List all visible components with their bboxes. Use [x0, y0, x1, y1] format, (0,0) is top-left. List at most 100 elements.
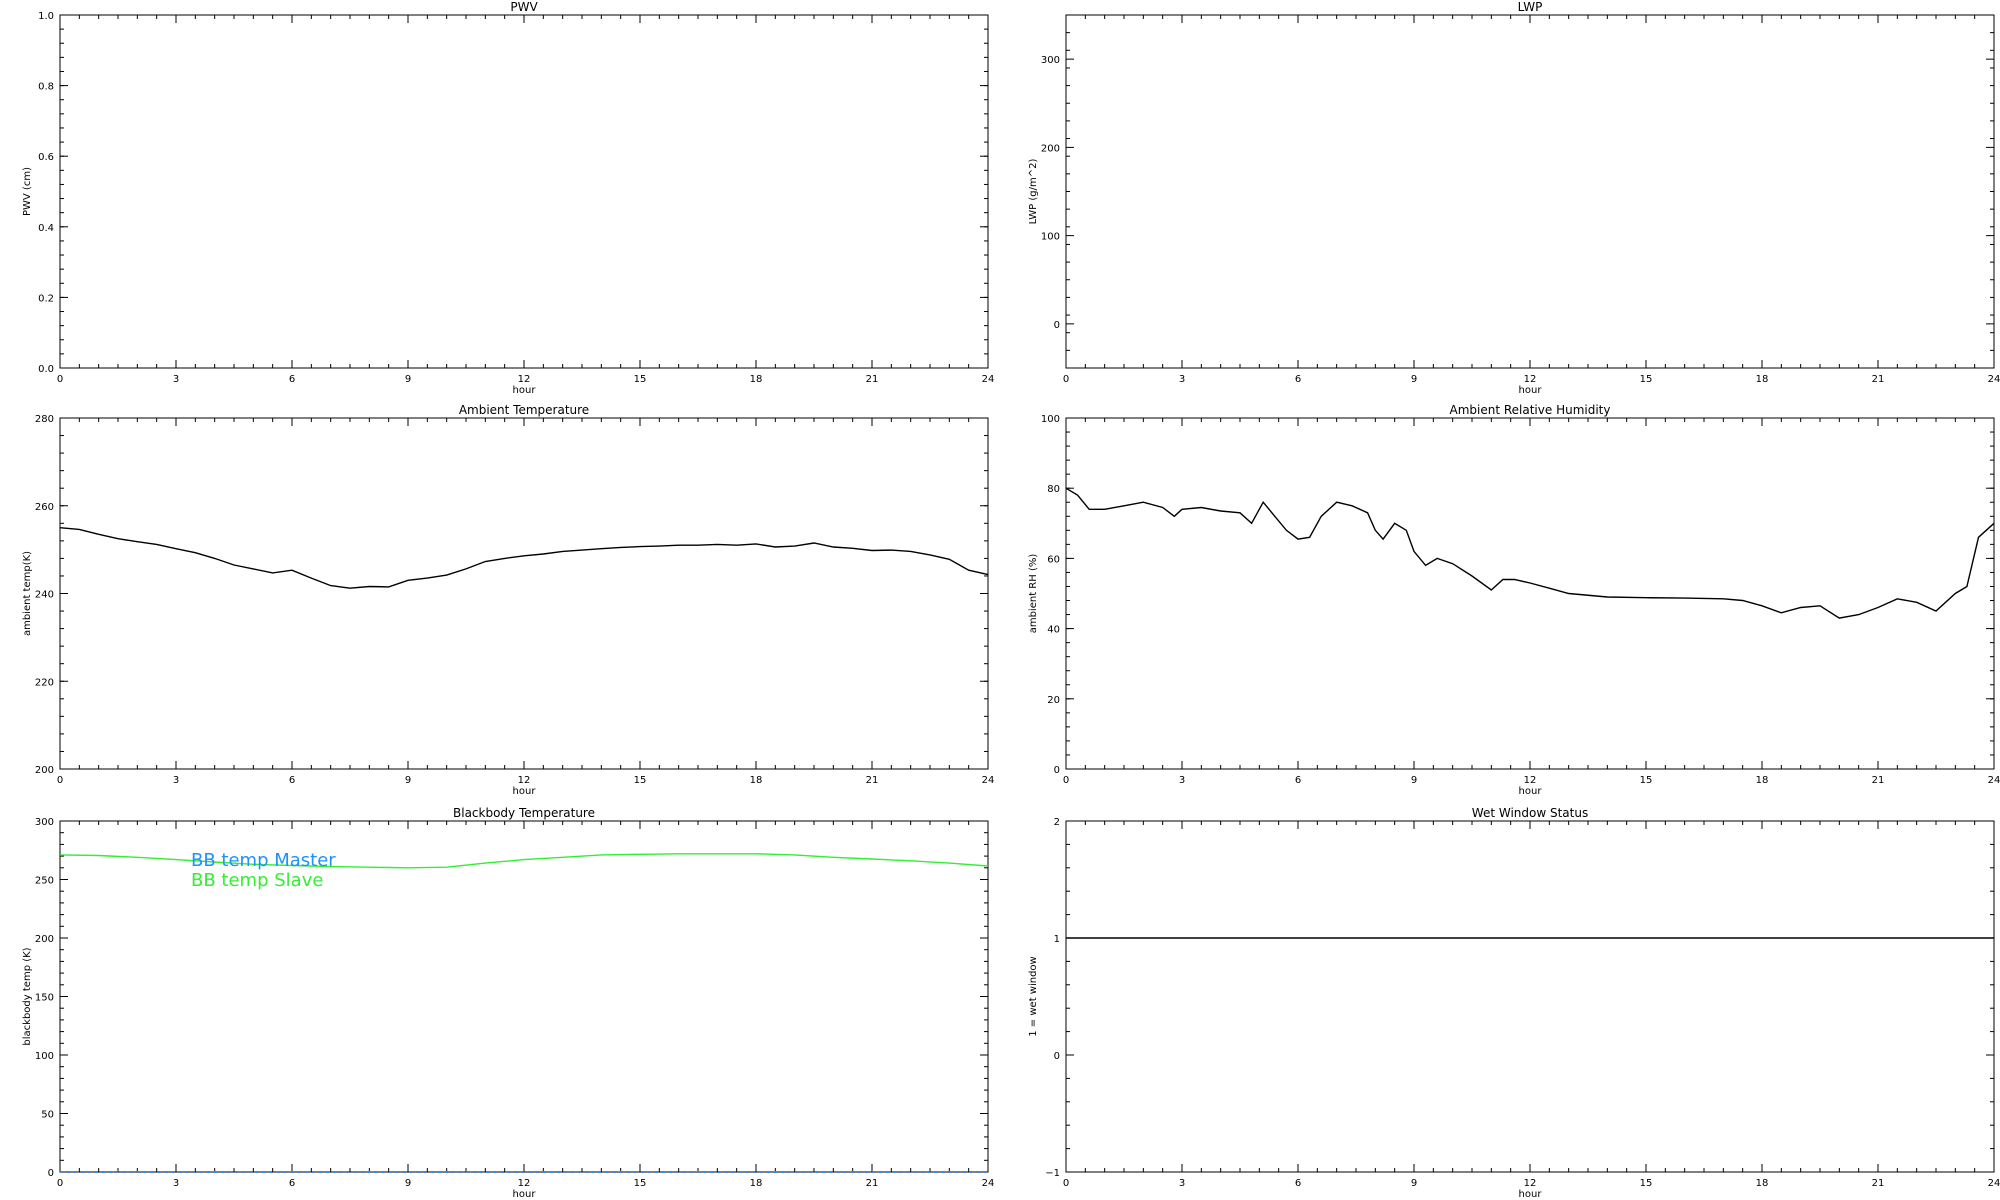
y-tick-label: 100 [1041, 232, 1060, 243]
y-tick-label: 220 [35, 677, 54, 688]
y-tick-label: 20 [1047, 695, 1060, 706]
x-tick-label: 21 [866, 374, 879, 385]
chart-panel: LWP 0 3 6 9 12 15 18 21 24 hour 0 100 200 300 LWP (g/m^… [1028, 0, 2000, 396]
y-tick-label: 200 [1041, 143, 1060, 154]
plot-frame [59, 14, 989, 369]
y-tick-label: 100 [1041, 414, 1060, 425]
y-tick-label: 0.8 [38, 82, 54, 93]
y-tick-label: 2 [1054, 817, 1060, 828]
x-tick-label: 21 [866, 775, 879, 786]
x-tick-label: 6 [1295, 775, 1301, 786]
x-tick-label: 21 [1872, 374, 1885, 385]
x-tick-label: 15 [1640, 775, 1653, 786]
chart-title: Blackbody Temperature [453, 806, 595, 820]
y-tick-label: 100 [35, 1051, 54, 1062]
legend-entry: BB temp Master [191, 850, 336, 871]
series-line [59, 853, 989, 869]
y-tick-label: 0 [48, 1168, 54, 1179]
x-tick-label: 12 [518, 374, 531, 385]
plot-frame [59, 417, 989, 770]
x-tick-label: 15 [634, 775, 647, 786]
x-tick-label: 15 [1640, 374, 1653, 385]
x-axis-label: hour [513, 786, 537, 797]
x-tick-label: 6 [289, 1178, 295, 1189]
x-tick-label: 24 [1988, 1178, 2000, 1189]
x-tick-label: 3 [1179, 1178, 1185, 1189]
y-tick-label: 80 [1047, 484, 1060, 495]
y-tick-label: 0 [1054, 1051, 1060, 1062]
x-tick-label: 6 [289, 374, 295, 385]
chart-title: Ambient Temperature [459, 403, 589, 417]
chart-title: PWV [510, 0, 538, 14]
y-axis-label: ambient temp(K) [22, 551, 33, 636]
x-tick-label: 12 [1524, 1178, 1537, 1189]
chart-panel: Ambient Relative Humidity 0 3 6 9 12 15 18 21 24 h… [1028, 403, 2000, 797]
x-tick-label: 18 [750, 374, 763, 385]
x-tick-label: 9 [1411, 775, 1417, 786]
x-tick-label: 3 [173, 374, 179, 385]
chart-panel: Ambient Temperature 0 3 6 9 12 15 18 21 24 hour 200… [22, 403, 994, 797]
series-line [59, 527, 989, 589]
x-tick-label: 12 [518, 1178, 531, 1189]
x-tick-label: 9 [1411, 374, 1417, 385]
x-tick-label: 24 [982, 775, 995, 786]
y-axis-label: ambient RH (%) [1028, 554, 1039, 634]
x-tick-label: 18 [750, 1178, 763, 1189]
y-axis-label: PWV (cm) [22, 167, 33, 216]
x-tick-label: 0 [57, 1178, 63, 1189]
chart-panel: PWV 0 3 6 9 12 15 18 21 24 hour 0.0 0.2 0.4 0.6 0.8 1.0 P… [22, 0, 994, 396]
plot-frame [1065, 417, 1995, 770]
x-tick-label: 18 [750, 775, 763, 786]
x-axis-label: hour [1519, 385, 1543, 396]
x-tick-label: 3 [173, 775, 179, 786]
x-tick-label: 15 [1640, 1178, 1653, 1189]
y-axis-label: 1 = wet window [1028, 956, 1039, 1036]
x-tick-label: 3 [1179, 775, 1185, 786]
y-tick-label: 280 [35, 414, 54, 425]
x-tick-label: 21 [1872, 1178, 1885, 1189]
x-tick-label: 6 [1295, 1178, 1301, 1189]
y-tick-label: 1 [1054, 934, 1060, 945]
x-tick-label: 0 [1063, 374, 1069, 385]
x-tick-label: 9 [405, 374, 411, 385]
y-tick-label: 260 [35, 502, 54, 513]
x-tick-label: 18 [1756, 374, 1769, 385]
legend-entry: BB temp Slave [191, 870, 323, 891]
y-tick-label: 300 [1041, 55, 1060, 66]
y-tick-label: 250 [35, 876, 54, 887]
y-tick-label: 240 [35, 590, 54, 601]
x-tick-label: 12 [1524, 374, 1537, 385]
x-tick-label: 24 [1988, 374, 2000, 385]
plot-frame [1065, 820, 1995, 1173]
y-tick-label: 150 [35, 993, 54, 1004]
x-tick-label: 6 [1295, 374, 1301, 385]
x-tick-label: 18 [1756, 775, 1769, 786]
x-tick-label: 9 [405, 775, 411, 786]
x-tick-label: 0 [1063, 775, 1069, 786]
x-tick-label: 0 [57, 374, 63, 385]
x-tick-label: 6 [289, 775, 295, 786]
y-tick-label: 0 [1054, 765, 1060, 776]
x-tick-label: 0 [1063, 1178, 1069, 1189]
y-tick-label: 0.0 [38, 364, 54, 375]
x-tick-label: 18 [1756, 1178, 1769, 1189]
y-tick-label: 50 [41, 1110, 54, 1121]
y-tick-label: 40 [1047, 625, 1060, 636]
x-tick-label: 15 [634, 374, 647, 385]
y-tick-label: −1 [1045, 1168, 1060, 1179]
plot-frame [1065, 14, 1995, 369]
x-tick-label: 24 [982, 374, 995, 385]
chart-title: Wet Window Status [1472, 806, 1588, 820]
chart-title: LWP [1518, 0, 1543, 14]
chart-panel: Blackbody Temperature 0 3 6 9 12 15 18 21 24 hour 0… [22, 806, 994, 1200]
y-tick-label: 300 [35, 817, 54, 828]
x-tick-label: 12 [518, 775, 531, 786]
x-tick-label: 21 [1872, 775, 1885, 786]
x-tick-label: 12 [1524, 775, 1537, 786]
x-tick-label: 15 [634, 1178, 647, 1189]
x-axis-label: hour [513, 385, 537, 396]
x-tick-label: 0 [57, 775, 63, 786]
x-axis-label: hour [1519, 1189, 1543, 1200]
y-tick-label: 60 [1047, 554, 1060, 565]
